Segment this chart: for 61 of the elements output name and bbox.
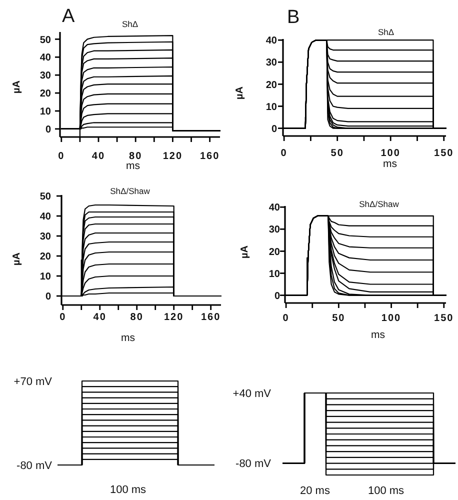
text: A (62, 6, 75, 27)
x-axis-title: ms (371, 329, 385, 341)
x-tick-label: 160 (200, 312, 221, 323)
y-tick-label: +70 mV (14, 376, 53, 388)
x-tick-label: 150 (434, 148, 454, 159)
x-tick-label: 0 (60, 312, 66, 323)
chart-title: ShΔ/Shaw (359, 199, 400, 209)
text: 20 ms (300, 485, 330, 497)
x-axis-title: ms (383, 158, 397, 170)
y-tick-label: 40 (266, 36, 278, 47)
x-tick-label: 50 (332, 313, 346, 324)
chart-title: ShΔ (122, 19, 138, 29)
y-tick-label: 0 (45, 292, 52, 303)
y-axis-title: µA (12, 80, 22, 94)
y-tick-label: 0 (45, 124, 52, 136)
x-tick-label: 0 (58, 151, 65, 162)
chart-title: ShΔ (378, 27, 394, 37)
x-tick-label: 100 (381, 313, 402, 324)
text: 100 ms (110, 484, 147, 496)
y-axis-title: µA (12, 252, 22, 266)
x-tick-label: 0 (282, 313, 290, 324)
y-tick-label: 40 (40, 52, 52, 64)
y-tick-label: 10 (40, 272, 52, 283)
x-tick-label: 120 (164, 312, 184, 323)
y-tick-label: 30 (268, 224, 280, 236)
y-tick-label: 20 (40, 252, 52, 263)
x-tick-label: 160 (200, 151, 220, 162)
chart-title: ShΔ/Shaw (110, 186, 151, 196)
y-axis-title: µA (240, 246, 250, 258)
y-tick-label: 40 (268, 202, 280, 214)
x-tick-label: 80 (130, 312, 144, 323)
y-tick-label: +40 mV (232, 388, 272, 400)
x-tick-label: 50 (330, 148, 344, 159)
x-tick-label: 150 (434, 313, 454, 324)
x-axis-title: ms (121, 332, 135, 344)
x-axis-title: ms (126, 160, 140, 172)
x-tick-label: 40 (93, 312, 106, 323)
y-tick-label: 0 (271, 124, 278, 135)
y-tick-label: 50 (40, 192, 52, 203)
x-tick-label: 120 (162, 151, 183, 162)
text: B (287, 7, 300, 28)
y-tick-label: 10 (266, 102, 278, 113)
y-tick-label: 50 (40, 34, 52, 46)
text: 100 ms (368, 485, 405, 497)
y-tick-label: -80 mV (16, 460, 53, 472)
y-tick-label: 10 (40, 106, 52, 118)
y-tick-label: 30 (40, 232, 52, 243)
x-tick-label: 0 (280, 148, 288, 159)
y-tick-label: 20 (266, 80, 278, 91)
y-tick-label: 20 (268, 246, 280, 258)
x-tick-label: 80 (129, 151, 142, 162)
y-tick-label: 0 (274, 290, 280, 302)
y-axis-title: µA (234, 86, 246, 100)
y-tick-label: 30 (40, 70, 52, 82)
y-tick-label: 40 (40, 212, 52, 223)
y-tick-label: 10 (268, 268, 280, 280)
y-tick-label: 30 (266, 58, 278, 69)
y-tick-label: 20 (40, 88, 52, 100)
x-tick-label: 100 (380, 148, 400, 159)
x-tick-label: 40 (92, 151, 106, 162)
y-tick-label: -80 mV (236, 458, 272, 470)
